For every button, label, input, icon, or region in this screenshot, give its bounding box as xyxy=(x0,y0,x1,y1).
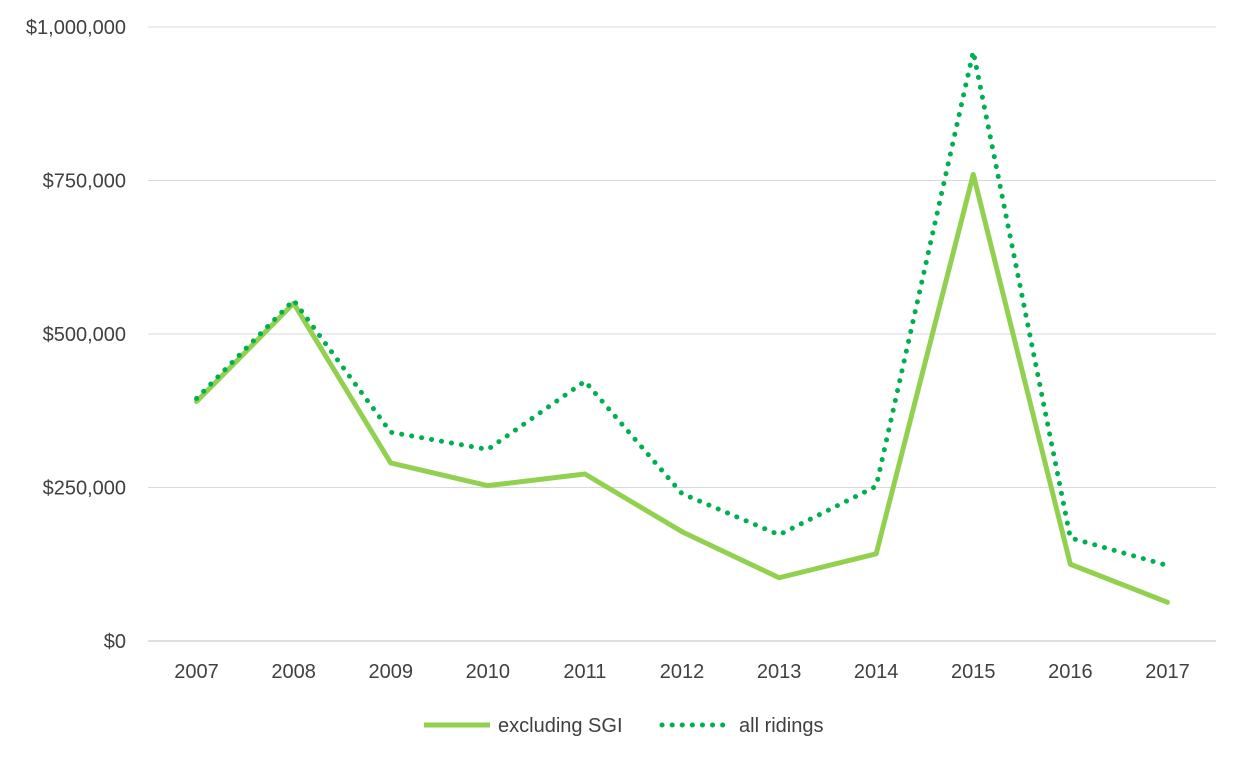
y-tick-label: $0 xyxy=(104,631,126,653)
x-tick-label: 2013 xyxy=(757,661,802,683)
y-tick-label: $750,000 xyxy=(43,171,126,193)
series-line-all-ridings xyxy=(194,49,1170,568)
y-axis-tick-labels: $0 $250,000 $500,000 $750,000 $1,000,000 xyxy=(26,17,126,653)
x-tick-label: 2008 xyxy=(271,661,316,683)
series-lines xyxy=(194,49,1170,605)
y-tick-label: $500,000 xyxy=(43,324,126,346)
x-axis-tick-labels: 2007 2008 2009 2010 2011 2012 2013 2014 2015 2016… xyxy=(174,661,1189,683)
x-tick-label: 2011 xyxy=(563,661,606,683)
y-tick-label: $1,000,000 xyxy=(26,17,126,39)
legend-label: all ridings xyxy=(739,715,823,737)
x-tick-label: 2017 xyxy=(1145,661,1190,683)
legend-label: excluding SGI xyxy=(498,715,623,737)
x-tick-label: 2012 xyxy=(660,661,705,683)
legend: excluding SGI all ridings xyxy=(424,715,823,737)
x-tick-label: 2014 xyxy=(854,661,899,683)
y-tick-label: $250,000 xyxy=(43,478,126,500)
x-tick-label: 2015 xyxy=(951,661,996,683)
series-line-excluding-sgi xyxy=(194,171,1170,605)
gridlines xyxy=(148,26,1216,642)
x-tick-label: 2010 xyxy=(466,661,511,683)
x-tick-label: 2007 xyxy=(174,661,219,683)
x-tick-label: 2009 xyxy=(368,661,413,683)
x-tick-label: 2016 xyxy=(1048,661,1093,683)
